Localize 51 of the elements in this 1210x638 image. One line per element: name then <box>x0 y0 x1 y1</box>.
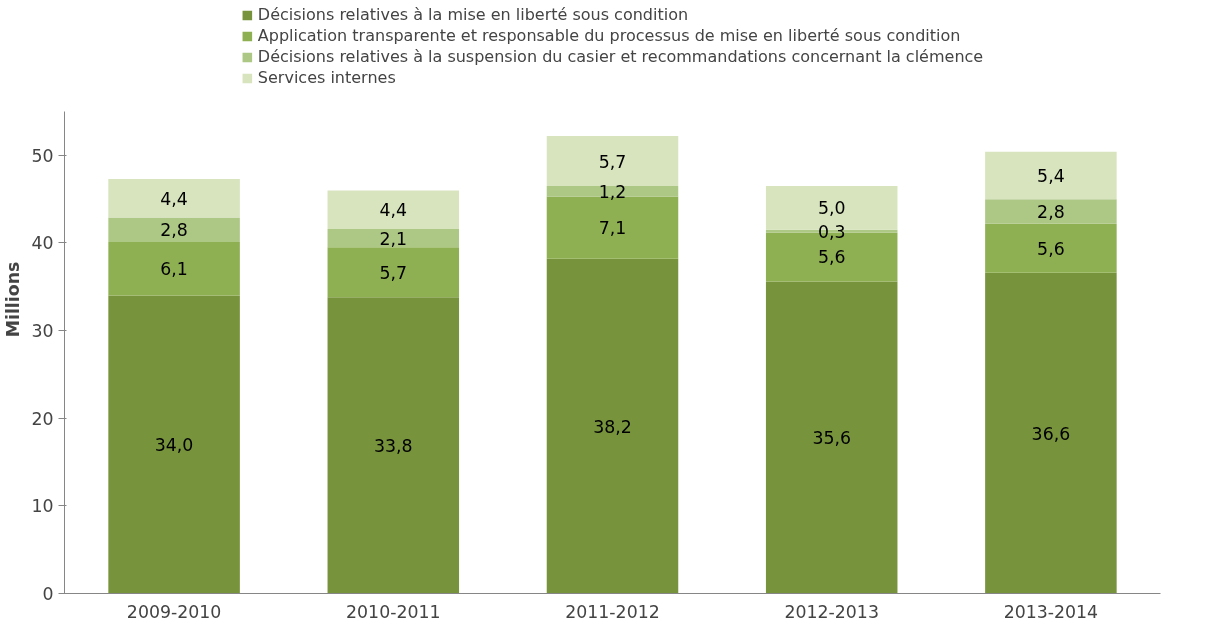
data-label: 5,0 <box>817 198 846 219</box>
data-label: 33,8 <box>374 435 413 456</box>
data-label: 2,8 <box>1037 201 1065 222</box>
y-tick-label: 40 <box>31 233 54 254</box>
x-tick-label: 2013-2014 <box>1003 601 1099 622</box>
data-label: 4,4 <box>160 188 188 209</box>
bar <box>327 228 460 248</box>
bar <box>327 247 460 298</box>
bar <box>546 258 679 594</box>
data-label: 5,7 <box>598 151 627 172</box>
data-label: 1,2 <box>598 181 627 202</box>
data-label: 36,6 <box>1031 423 1071 444</box>
data-label: 2,1 <box>379 228 408 249</box>
data-label: 6,1 <box>160 259 188 280</box>
y-axis-title: Millions <box>3 261 24 338</box>
bar <box>985 151 1117 200</box>
x-tick-label: 2012-2013 <box>784 601 879 622</box>
y-tick-label: 20 <box>31 408 54 429</box>
legend-label: Décisions relatives à la suspension du casier et recommandations concernant la clémence <box>257 47 984 66</box>
y-tick-label: 10 <box>31 496 54 517</box>
x-tick-label: 2010-2011 <box>346 601 441 622</box>
bar <box>327 190 460 229</box>
bar <box>327 297 460 594</box>
bar <box>108 179 240 218</box>
bar <box>765 281 898 594</box>
y-tick-label: 50 <box>31 145 54 166</box>
data-label: 35,6 <box>812 428 851 449</box>
bar <box>985 223 1117 273</box>
x-tick-label: 2011-2012 <box>565 601 660 622</box>
legend-label: Application transparente et responsable du processus de mise en liberté sous condition <box>257 26 961 45</box>
y-tick-label: 30 <box>31 321 54 342</box>
data-label: 4,4 <box>379 200 408 221</box>
data-label: 5,6 <box>817 247 846 268</box>
bar <box>985 199 1117 224</box>
data-label: 0,3 <box>817 221 846 242</box>
bar <box>985 272 1117 594</box>
data-label: 5,4 <box>1037 166 1065 186</box>
data-label: 7,1 <box>598 218 627 239</box>
bar <box>546 136 679 187</box>
y-tick-label: 0 <box>42 584 54 604</box>
legend-label: Services internes <box>257 68 396 87</box>
data-label: 34,0 <box>154 435 194 456</box>
bar <box>108 242 240 296</box>
x-tick-label: 2009-2010 <box>126 601 222 622</box>
data-label: 38,2 <box>593 416 632 437</box>
data-label: 5,6 <box>1037 238 1065 259</box>
bar <box>108 295 240 594</box>
data-label: 5,7 <box>379 262 408 283</box>
bar <box>108 217 240 243</box>
legend-label: Décisions relatives à la mise en liberté sous condition <box>257 5 689 24</box>
data-label: 2,8 <box>160 220 188 241</box>
